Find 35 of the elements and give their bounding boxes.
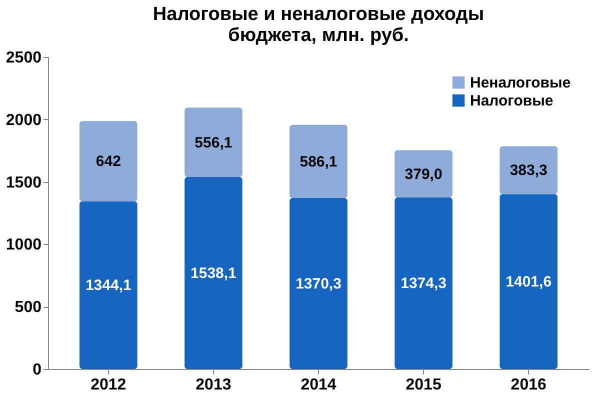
data-label: 1374,3 (400, 275, 446, 292)
x-tick-label: 2015 (406, 376, 442, 394)
y-tick-label: 1500 (6, 174, 42, 192)
bar (394, 197, 452, 369)
data-label: 586,1 (300, 153, 338, 170)
bar (500, 146, 558, 194)
y-tick-label: 2500 (6, 50, 42, 66)
bar (290, 198, 348, 369)
text: Налоговые и неналоговые доходы (152, 4, 484, 25)
bar (500, 194, 558, 369)
legend-label: Налоговые (470, 92, 554, 110)
data-label: 1370,3 (296, 275, 342, 292)
data-label: 556,1 (194, 134, 232, 152)
bar (290, 124, 348, 198)
data-label: 379,0 (404, 166, 442, 183)
bar (394, 150, 452, 198)
data-label: 1344,1 (85, 277, 132, 294)
x-tick-label: 2013 (196, 376, 232, 394)
y-tick-label: 500 (14, 299, 42, 316)
bar (80, 121, 138, 202)
y-tick-label: 2000 (6, 112, 42, 129)
x-tick-label: 2012 (90, 376, 126, 394)
x-tick-label: 2016 (510, 376, 546, 394)
data-label: 642 (96, 153, 121, 170)
x-tick-label: 2014 (300, 376, 336, 394)
data-label: 1538,1 (190, 265, 236, 282)
bar (184, 108, 242, 178)
data-label: 383,3 (510, 162, 548, 180)
y-tick-label: 0 (32, 362, 42, 378)
bar (184, 177, 242, 369)
data-label: 1401,6 (506, 274, 552, 291)
y-tick-label: 1000 (6, 236, 42, 254)
bar (80, 201, 138, 369)
legend-label: Неналоговые (470, 74, 571, 92)
text: бюджета, млн. руб. (228, 25, 409, 46)
